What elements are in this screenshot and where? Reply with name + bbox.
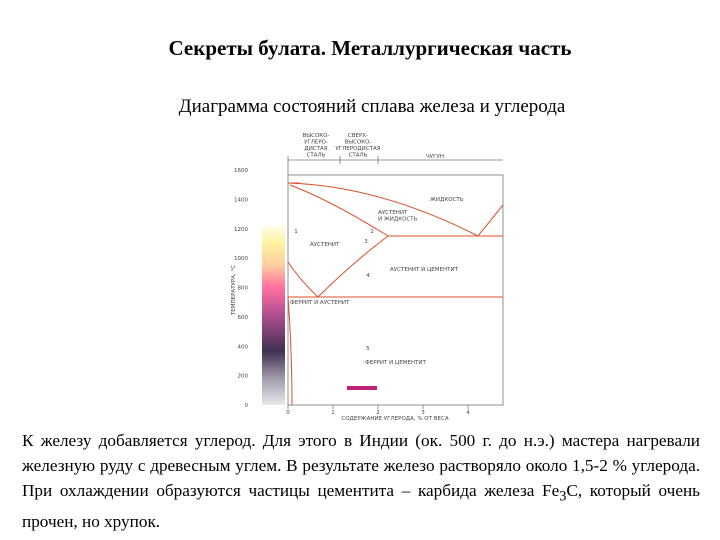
- region-label: АУСТЕНИТ: [378, 210, 408, 216]
- range-label: СТАЛЬ: [349, 153, 368, 159]
- y-tick-label: 400: [238, 344, 249, 350]
- phase-lines: [287, 182, 504, 406]
- range-label: ВЫСОКО-: [302, 133, 329, 139]
- x-tick-label: 2: [376, 410, 380, 416]
- slide-subtitle: Диаграмма состояний сплава железа и угле…: [178, 96, 566, 117]
- y-tick-label: 200: [238, 374, 249, 380]
- x-axis-label: СОДЕРЖАНИЕ УГЛЕРОДА, % ОТ ВЕСА: [341, 416, 448, 422]
- region-label: ФЕРРИТ И ЦЕМЕНТИТ: [365, 360, 427, 366]
- y-axis-label: ТЕМПЕРАТУРА, °С: [231, 265, 237, 316]
- range-label: СТАЛЬ: [307, 153, 326, 159]
- slide-title: Секреты булата. Металлургическая часть: [168, 36, 572, 60]
- heat-color-bar: [262, 225, 285, 405]
- plot-frame: [287, 174, 504, 406]
- y-tick-label: 1400: [234, 197, 248, 203]
- x-tick-label: 3: [421, 410, 425, 416]
- subscript: 3: [559, 488, 567, 505]
- region-label: ФЕРРИТ И АУСТЕНИТ: [290, 300, 350, 306]
- text: C, который очень прочен, но хрупок.: [22, 481, 700, 532]
- y-tick-label: 1200: [234, 227, 248, 233]
- y-tick-label: 1000: [234, 256, 248, 262]
- top-bracket: [287, 156, 503, 175]
- point-label: 1: [294, 229, 298, 235]
- y-tick-label: 0: [245, 403, 249, 409]
- point-label: 3: [364, 239, 368, 245]
- y-tick-label: 600: [238, 315, 249, 321]
- x-tick-label: 0: [286, 410, 290, 416]
- point-label: 4: [366, 273, 370, 279]
- point-label: 2: [370, 229, 374, 235]
- range-label: СВЕРХ-: [348, 133, 368, 139]
- range-marker: [347, 386, 377, 390]
- text: К железу добавляется углерод. Для этого …: [22, 431, 700, 500]
- x-tick-label: 1: [331, 410, 335, 416]
- region-label: АУСТЕНИТ: [310, 242, 340, 248]
- body-text: К железу добавляется углерод. Для этого …: [22, 428, 700, 534]
- y-tick-label: 1600: [234, 168, 248, 174]
- range-label: ДИСТАЯ: [304, 146, 327, 152]
- region-label: АУСТЕНИТ И ЦЕМЕНТИТ: [390, 267, 459, 273]
- range-label: ВЫСОКО-: [344, 140, 371, 146]
- region-label: И ЖИДКОСТЬ: [378, 217, 418, 223]
- region-label: ЖИДКОСТЬ: [430, 197, 464, 203]
- range-label: ЧУГУН: [426, 154, 444, 160]
- y-tick-label: 800: [238, 286, 249, 292]
- point-label: 5: [366, 346, 370, 352]
- range-label: УГЛЕРО-: [304, 140, 328, 146]
- x-tick-label: 4: [466, 410, 470, 416]
- range-label: УГЛЕРОДИСТАЯ: [335, 146, 380, 152]
